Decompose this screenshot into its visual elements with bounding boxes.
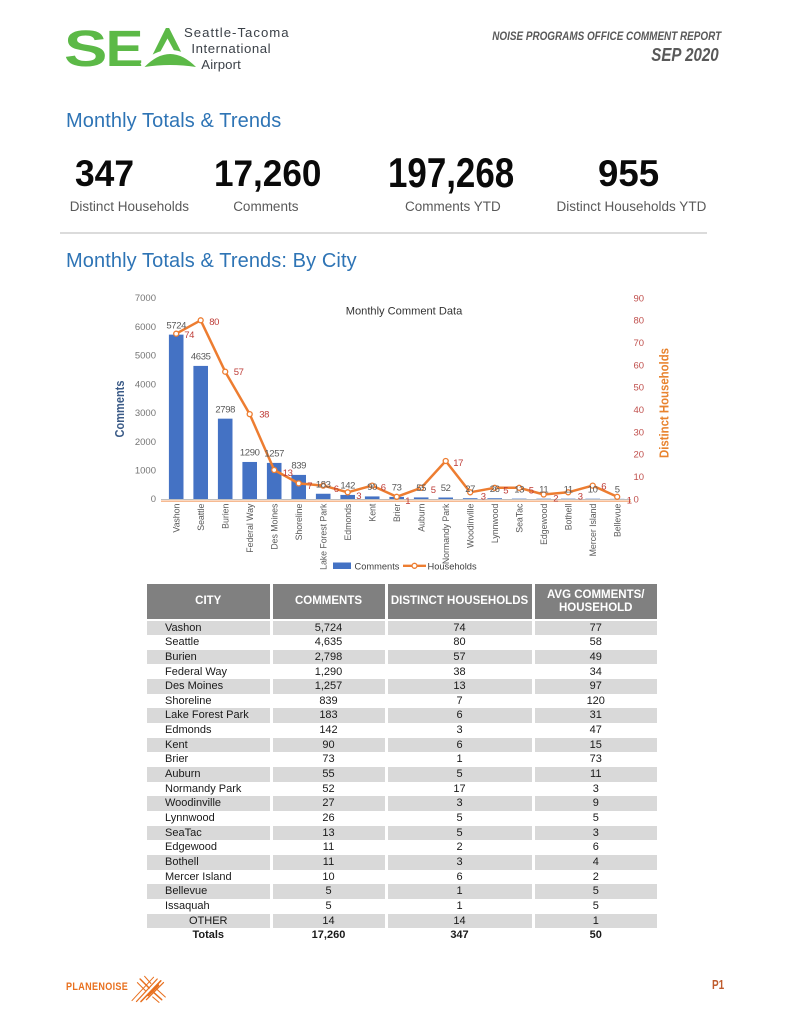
- svg-text:Lake Forest Park: Lake Forest Park: [319, 503, 329, 570]
- svg-text:5: 5: [503, 485, 508, 496]
- svg-text:4000: 4000: [135, 379, 156, 390]
- svg-text:60: 60: [634, 360, 645, 371]
- svg-text:90: 90: [367, 482, 377, 493]
- svg-text:Seattle: Seattle: [196, 504, 206, 531]
- svg-text:50: 50: [634, 383, 645, 394]
- svg-text:5: 5: [529, 485, 534, 496]
- svg-text:2000: 2000: [135, 437, 156, 448]
- svg-text:Burien: Burien: [221, 504, 231, 529]
- svg-text:0: 0: [634, 494, 639, 505]
- svg-text:10: 10: [588, 484, 598, 495]
- svg-text:6: 6: [381, 483, 386, 494]
- svg-text:13: 13: [514, 484, 524, 495]
- svg-text:Shoreline: Shoreline: [294, 504, 304, 541]
- svg-text:Normandy Park: Normandy Park: [441, 503, 451, 564]
- svg-text:40: 40: [634, 405, 645, 416]
- svg-text:55: 55: [416, 483, 426, 494]
- svg-text:Comments: Comments: [112, 381, 127, 438]
- svg-text:183: 183: [316, 479, 331, 490]
- svg-text:20: 20: [634, 450, 645, 461]
- svg-text:Edgewood: Edgewood: [539, 504, 549, 545]
- svg-text:Edmonds: Edmonds: [343, 503, 353, 540]
- svg-text:11: 11: [564, 484, 573, 495]
- svg-text:3: 3: [578, 491, 583, 502]
- svg-text:0: 0: [151, 494, 156, 505]
- svg-text:142: 142: [340, 481, 355, 492]
- svg-text:17: 17: [453, 458, 463, 469]
- svg-text:7: 7: [307, 481, 312, 492]
- svg-text:Woodinville: Woodinville: [466, 504, 476, 548]
- svg-text:5: 5: [431, 485, 436, 496]
- svg-text:Mercer Island: Mercer Island: [588, 504, 598, 557]
- svg-text:52: 52: [441, 483, 451, 494]
- svg-text:80: 80: [209, 317, 219, 328]
- svg-text:90: 90: [634, 293, 645, 304]
- svg-text:10: 10: [634, 472, 645, 483]
- svg-text:E: E: [106, 20, 144, 77]
- svg-text:6: 6: [334, 484, 339, 495]
- svg-text:3000: 3000: [135, 408, 156, 419]
- svg-text:26: 26: [490, 484, 500, 495]
- svg-text:1290: 1290: [240, 448, 260, 459]
- svg-text:Bellevue: Bellevue: [613, 504, 623, 538]
- svg-text:Lynnwood: Lynnwood: [490, 504, 500, 544]
- svg-text:38: 38: [259, 410, 269, 421]
- svg-text:3: 3: [481, 491, 486, 502]
- svg-text:Comments: Comments: [355, 561, 400, 571]
- svg-text:Monthly Comment Data: Monthly Comment Data: [346, 306, 463, 318]
- svg-text:6000: 6000: [135, 322, 156, 333]
- svg-text:80: 80: [634, 316, 645, 327]
- svg-text:Households: Households: [428, 561, 477, 571]
- svg-text:27: 27: [465, 484, 475, 495]
- svg-text:Kent: Kent: [368, 503, 378, 522]
- svg-text:Brier: Brier: [392, 504, 402, 522]
- svg-text:1257: 1257: [264, 449, 284, 460]
- svg-text:13: 13: [283, 468, 293, 479]
- svg-text:S: S: [64, 20, 107, 77]
- svg-text:5: 5: [615, 485, 620, 496]
- svg-text:30: 30: [634, 427, 645, 438]
- svg-text:Des Moines: Des Moines: [270, 503, 280, 550]
- svg-text:SeaTac: SeaTac: [515, 503, 525, 533]
- svg-text:5000: 5000: [135, 351, 156, 362]
- svg-text:Distinct Households: Distinct Households: [657, 348, 672, 458]
- svg-text:839: 839: [291, 461, 306, 472]
- svg-text:7000: 7000: [135, 293, 156, 304]
- svg-text:5724: 5724: [166, 320, 186, 331]
- svg-text:4635: 4635: [191, 352, 211, 363]
- svg-text:74: 74: [184, 330, 194, 341]
- svg-text:2: 2: [553, 494, 558, 505]
- svg-text:1: 1: [405, 496, 410, 507]
- svg-text:11: 11: [539, 484, 548, 495]
- svg-text:Vashon: Vashon: [172, 504, 182, 533]
- svg-text:1: 1: [627, 495, 632, 506]
- svg-text:Federal Way: Federal Way: [245, 503, 255, 553]
- svg-text:Bothell: Bothell: [564, 504, 574, 531]
- svg-text:6: 6: [601, 482, 606, 493]
- svg-text:73: 73: [392, 483, 402, 494]
- svg-text:1000: 1000: [135, 466, 156, 477]
- svg-text:57: 57: [234, 367, 244, 378]
- svg-text:70: 70: [634, 338, 645, 349]
- svg-text:Auburn: Auburn: [417, 504, 427, 532]
- svg-text:3: 3: [356, 491, 361, 502]
- svg-text:2798: 2798: [215, 404, 235, 415]
